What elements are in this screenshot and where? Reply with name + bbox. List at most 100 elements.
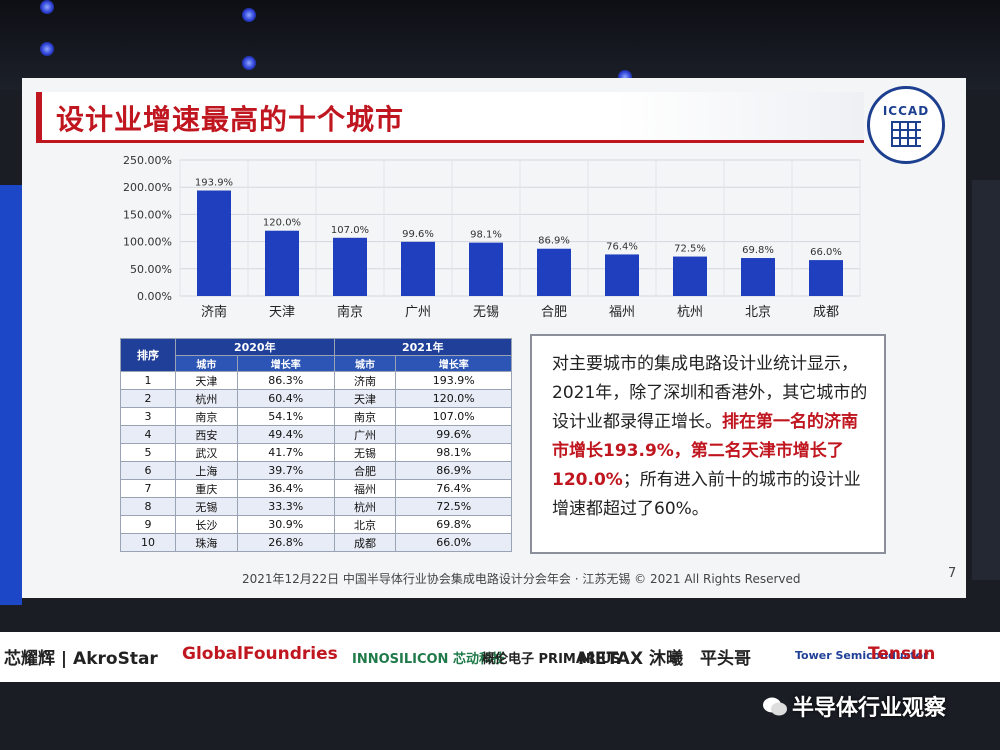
- table-cell-rate2021: 193.9%: [395, 371, 512, 390]
- data-label: 86.9%: [538, 236, 570, 247]
- page-number: 7: [948, 566, 957, 581]
- table-cell-rank: 8: [120, 497, 176, 516]
- logo-text: ICCAD: [882, 103, 930, 118]
- table-cell-rate2020: 86.3%: [236, 371, 335, 390]
- ranking-table: 排序 2020年 2021年 城市 增长率 城市 增长率 1 天津 86.3% 济南 1…: [120, 338, 513, 552]
- bar: [741, 258, 775, 296]
- x-tick-label: 福州: [609, 305, 635, 320]
- sponsor-bar: 芯耀辉 | AkroStar GlobalFoundries INNOSILIC…: [0, 632, 1000, 682]
- table-row: 4 西安 49.4% 广州 99.6%: [120, 425, 512, 444]
- table-header-years: 排序 2020年 2021年: [120, 338, 513, 372]
- table-cell-city2020: 重庆: [175, 479, 238, 498]
- table-cell-rank: 1: [120, 371, 176, 390]
- summary-text-end: ；所有进入前十的城市的设计业增速都超过了60%。: [552, 470, 861, 519]
- x-tick-label: 杭州: [677, 305, 703, 320]
- summary-highlight-2: 第二名天津市增长了120.0%: [552, 441, 844, 490]
- sponsor-logo: GlobalFoundries: [182, 644, 338, 664]
- bar: [809, 260, 843, 296]
- data-label: 98.1%: [470, 230, 502, 241]
- sponsor-logo: 芯耀辉 | AkroStar: [4, 649, 158, 669]
- bar: [401, 241, 435, 296]
- x-tick-label: 济南: [201, 304, 227, 320]
- table-cell-city2021: 南京: [333, 407, 397, 426]
- stage-light-icon: [242, 56, 256, 70]
- table-cell-rate2020: 39.7%: [236, 461, 335, 480]
- y-tick-label: 0.00%: [137, 290, 172, 303]
- table-cell-city2021: 无锡: [333, 443, 397, 462]
- iccad-logo: ICCAD: [867, 86, 945, 164]
- data-label: 120.0%: [263, 218, 301, 229]
- table-row: 10 珠海 26.8% 成都 66.0%: [120, 533, 512, 552]
- table-cell-rate2021: 69.8%: [395, 515, 512, 534]
- table-cell-city2020: 天津: [175, 371, 238, 390]
- table-row: 6 上海 39.7% 合肥 86.9%: [120, 461, 512, 480]
- watermark-text: 半导体行业观察: [792, 696, 947, 721]
- table-cell-rank: 10: [120, 533, 176, 552]
- table-cell-rank: 5: [120, 443, 176, 462]
- data-label: 69.8%: [742, 245, 774, 256]
- table-cell-rank: 2: [120, 389, 176, 408]
- table-cell-rank: 7: [120, 479, 176, 498]
- x-tick-label: 合肥: [541, 305, 567, 320]
- side-screen-right: [972, 180, 1000, 580]
- table-row: 3 南京 54.1% 南京 107.0%: [120, 407, 512, 426]
- table-cell-rate2020: 49.4%: [236, 425, 335, 444]
- slide-footer: 2021年12月22日 中国半导体行业协会集成电路设计分会年会 · 江苏无锡 ©…: [242, 572, 801, 586]
- x-tick-label: 广州: [405, 305, 431, 320]
- table-cell-city2021: 合肥: [333, 461, 397, 480]
- wechat-icon: [763, 697, 787, 716]
- table-cell-city2021: 北京: [333, 515, 397, 534]
- table-cell-city2020: 西安: [175, 425, 238, 444]
- year-2020-header: 2020年: [175, 338, 335, 356]
- x-tick-label: 成都: [813, 305, 839, 320]
- summary-highlight-1: 排在第一名的济南市增长193.9%，: [552, 412, 858, 461]
- sponsor-logo: Tower Semiconductor: [795, 649, 929, 662]
- table-cell-city2021: 广州: [333, 425, 397, 444]
- side-screen-left: [0, 185, 22, 605]
- bar: [537, 248, 571, 296]
- table-cell-rate2021: 72.5%: [395, 497, 512, 516]
- table-cell-rate2020: 60.4%: [236, 389, 335, 408]
- table-cell-rate2020: 54.1%: [236, 407, 335, 426]
- x-tick-label: 无锡: [473, 305, 499, 320]
- table-cell-city2021: 济南: [333, 371, 397, 390]
- table-row: 8 无锡 33.3% 杭州 72.5%: [120, 497, 512, 516]
- stage-light-icon: [40, 42, 54, 56]
- table-cell-rate2021: 86.9%: [395, 461, 512, 480]
- table-cell-city2020: 武汉: [175, 443, 238, 462]
- stage-light-icon: [242, 8, 256, 22]
- table-cell-rate2020: 30.9%: [236, 515, 335, 534]
- summary-text: 对主要城市的集成电路设计业统计显示，2021年，除了深圳和香港外，其它城市的设计…: [552, 354, 868, 432]
- table-cell-city2020: 南京: [175, 407, 238, 426]
- logo-grid-icon: [891, 120, 921, 147]
- data-label: 76.4%: [606, 241, 638, 252]
- table-cell-rank: 4: [120, 425, 176, 444]
- table-cell-city2020: 珠海: [175, 533, 238, 552]
- table-cell-city2021: 天津: [333, 389, 397, 408]
- bar: [469, 242, 503, 296]
- bar: [673, 256, 707, 296]
- summary-textbox: 对主要城市的集成电路设计业统计显示，2021年，除了深圳和香港外，其它城市的设计…: [530, 334, 886, 554]
- table-row: 9 长沙 30.9% 北京 69.8%: [120, 515, 512, 534]
- table-cell-rate2021: 98.1%: [395, 443, 512, 462]
- y-tick-label: 250.00%: [123, 154, 172, 167]
- data-label: 66.0%: [810, 247, 842, 258]
- table-cell-rate2021: 120.0%: [395, 389, 512, 408]
- bar: [265, 230, 299, 296]
- bar: [605, 254, 639, 296]
- table-row: 1 天津 86.3% 济南 193.9%: [120, 371, 512, 390]
- data-label: 193.9%: [195, 178, 233, 189]
- table-row: 2 杭州 60.4% 天津 120.0%: [120, 389, 512, 408]
- title-bar: 设计业增速最高的十个城市: [36, 92, 864, 143]
- table-cell-rank: 9: [120, 515, 176, 534]
- table-header-columns: 城市 增长率 城市 增长率: [121, 355, 512, 372]
- y-tick-label: 200.00%: [123, 181, 172, 194]
- table-cell-rank: 6: [120, 461, 176, 480]
- stage-background: [0, 0, 1000, 90]
- sponsor-logo: METAX 沐曦: [578, 649, 683, 669]
- stage-light-icon: [40, 0, 54, 14]
- table-cell-city2020: 无锡: [175, 497, 238, 516]
- table-cell-rate2021: 76.4%: [395, 479, 512, 498]
- year-2021-header: 2021年: [333, 338, 513, 356]
- data-label: 99.6%: [402, 229, 434, 240]
